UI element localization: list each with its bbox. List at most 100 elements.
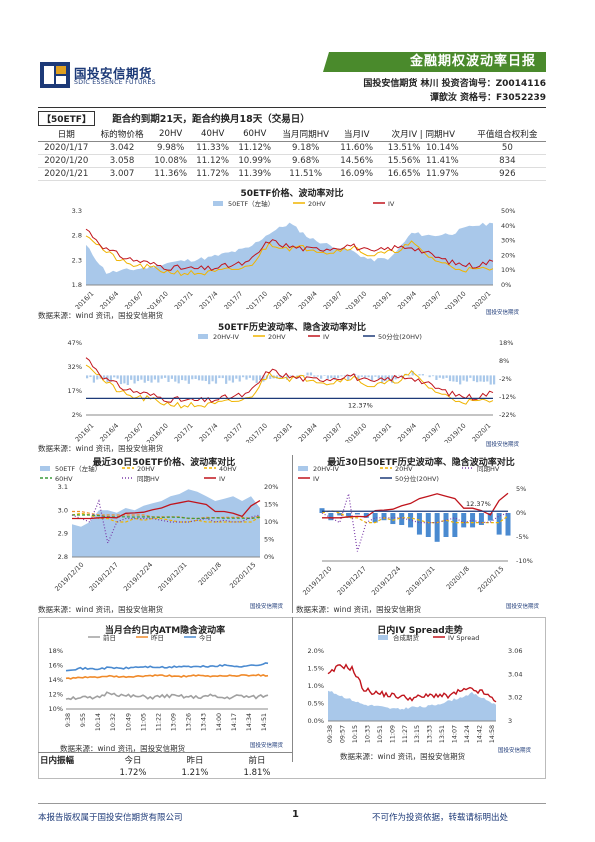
spread-bar: [411, 371, 414, 376]
spread-bar: [299, 374, 302, 376]
author-line: 国投安信期货 林川 投资咨询号：Z0014116: [363, 79, 546, 89]
y-tick-label: 1.0%: [307, 682, 324, 690]
spread-bar: [336, 375, 340, 379]
legend-label: IV: [323, 333, 330, 341]
x-tick-label: 2019/1: [371, 422, 393, 443]
legend-label: IV: [219, 475, 226, 483]
legend-label: 昨日: [151, 633, 164, 642]
spread-bar: [231, 375, 235, 383]
x-tick-label: 2017/10: [244, 290, 269, 309]
y-tick-label: 20%: [264, 483, 278, 491]
spread-bar: [442, 375, 445, 379]
legend-swatch: [378, 635, 388, 640]
x-tick-label: 2018/4: [297, 422, 319, 443]
spread-bar: [452, 375, 455, 382]
column-header: 当月同期HV: [275, 127, 336, 142]
spread-bar: [164, 375, 167, 378]
x-tick-label: 10:51: [377, 725, 384, 743]
x-tick-label: 2016/10: [145, 290, 170, 309]
watermark: 国投安信期货: [486, 310, 520, 316]
source-note: 数据来源：wind 资讯，国投安信期货: [38, 311, 164, 320]
table-header-row: 日期 标的物价格 20HV 40HV 60HV 当月同期HV 当月IV 次月IV…: [38, 127, 546, 142]
x-tick-label: 2016/1: [74, 290, 96, 309]
y-tick-label: 12%: [49, 691, 63, 699]
legend-swatch: [298, 466, 308, 471]
x-tick-label: 2019/12/10: [301, 565, 333, 597]
x-tick-label: 14:17: [231, 713, 238, 731]
spread-bar: [197, 375, 201, 381]
table-row: 2020/1/20 3.058 10.08% 11.12% 10.99% 9.6…: [38, 154, 546, 168]
hv20-line: [71, 512, 261, 523]
recent-hv-iv-chart: 20HV-IV 20HV 同期HV IV 50分位(20HV) 12.37% 5% 0% -5%…: [298, 465, 533, 597]
y-tick-label: 10%: [264, 518, 278, 526]
spread-bar: [384, 375, 387, 382]
spread-bar: [363, 513, 369, 518]
logo-icon: [40, 62, 70, 88]
spread-bar: [228, 375, 231, 381]
spread-bar: [455, 375, 458, 382]
y-tick-label: 2.9: [58, 530, 68, 538]
x-tick-label: 9:38: [65, 713, 72, 727]
spread-bar: [354, 513, 360, 515]
y-tick-label: 2.8: [72, 232, 82, 240]
spread-bar: [187, 375, 190, 384]
watermark: 国投安信期货: [486, 442, 520, 448]
column-divider: [292, 617, 293, 762]
column-divider: [292, 455, 293, 613]
x-tick-label: 14:42: [477, 725, 484, 743]
x-tick-label: 2019/12/24: [122, 561, 154, 593]
spread-line: [327, 663, 497, 703]
table-cell: 11.12%: [233, 141, 276, 155]
spread-bar: [357, 375, 360, 379]
spread-bar: [269, 375, 272, 379]
spread-bar: [465, 375, 469, 382]
x-tick-label: 2019/12/31: [156, 561, 188, 593]
spread-bar: [123, 375, 126, 384]
legend-label: 合成期货: [393, 633, 420, 642]
table-cell-part: 15.56%: [387, 156, 421, 166]
x-tick-label: 2020/1/8: [445, 565, 471, 591]
spread-bar: [445, 375, 448, 378]
x-tick-label: 11:09: [389, 725, 396, 743]
amplitude-header: 前日: [248, 756, 266, 766]
x-tick-label: 2016/10: [145, 422, 170, 443]
disclaimer-note: 不可作为投资依据，转载请标明出处: [372, 813, 509, 823]
spread-bar: [377, 375, 380, 379]
spread-bar: [435, 375, 438, 380]
x-tick-label: 2019/12/17: [88, 561, 120, 593]
spread-bar: [381, 513, 387, 521]
legend-label: 20HV: [137, 465, 155, 473]
x-tick-label: 2018/1: [272, 422, 294, 443]
legend-label: 20HV-IV: [313, 465, 339, 473]
spread-bar: [201, 375, 204, 381]
spread-bar: [333, 375, 336, 380]
footer-divider: [38, 803, 546, 804]
copyright-note: 本报告版权属于国投安信期货有限公司: [38, 813, 183, 823]
spread-bar: [448, 375, 452, 382]
table-cell: 834: [468, 154, 546, 168]
table-cell: 11.51%: [275, 167, 336, 181]
y-tick-label: 18%: [49, 647, 63, 655]
watermark: 国投安信期货: [250, 743, 284, 749]
spread-bar: [245, 375, 248, 380]
spread-bar: [487, 513, 493, 521]
x-tick-label: 10:49: [125, 713, 132, 731]
spread-bar: [153, 375, 157, 380]
table-cell: 15.56% 11.41%: [377, 154, 469, 168]
table-cell: 16.65% 11.97%: [377, 167, 469, 181]
spread-bar: [428, 375, 431, 378]
intraday-spread-chart: 合成期货 IV Spread 2.0% 1.5% 1.0% 0.5% 0.0% 3.06 3.0…: [307, 633, 522, 743]
amplitude-table: 日内振幅 今日 昨日 前日 1.72% 1.21% 1.81%: [40, 754, 290, 778]
x-tick-label: 2018/4: [297, 290, 319, 309]
x-tick-label: 13:15: [414, 725, 421, 743]
spread-bar: [109, 375, 112, 382]
hv20-line: [85, 364, 494, 409]
table-row: 2020/1/17 3.042 9.98% 11.33% 11.12% 9.18…: [38, 141, 546, 155]
column-header: 当月IV: [335, 127, 378, 142]
y-tick-label: 0%: [264, 553, 274, 561]
amplitude-header: 今日: [124, 756, 142, 766]
legend-label: 50分位(20HV): [395, 474, 439, 483]
spread-bar: [174, 375, 177, 382]
page-number: 1: [292, 809, 299, 820]
legend-label: 40HV: [219, 465, 237, 473]
